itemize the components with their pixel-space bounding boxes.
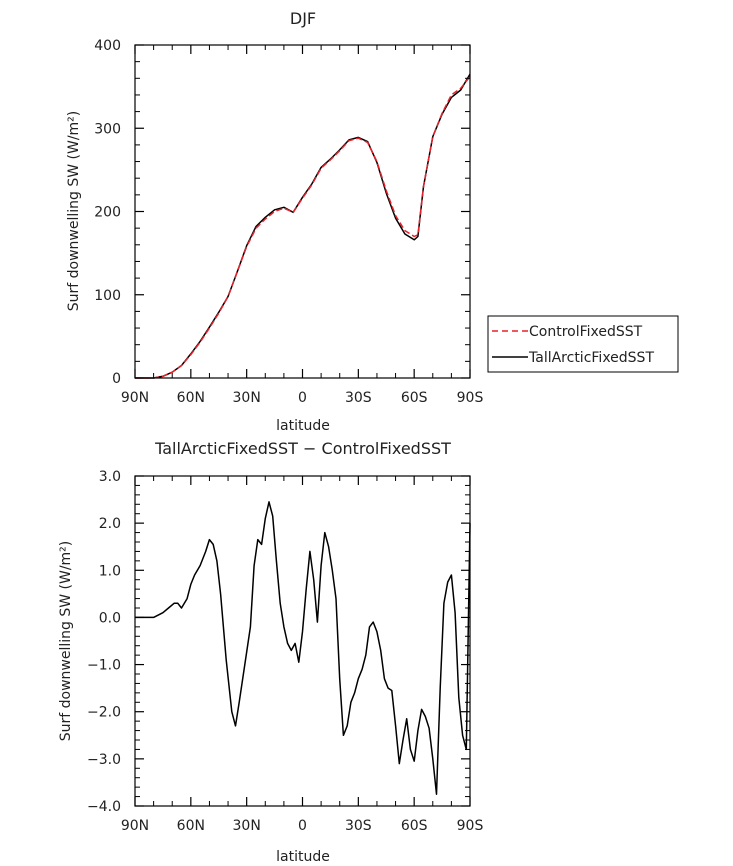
x-tick-label: 60N <box>177 818 205 834</box>
x-tick-label: 60S <box>401 390 428 406</box>
x-tick-label: 60N <box>177 390 205 406</box>
ticks: 90N 60N 30N 0 30S 60S 90S 0 100 200 300 400 <box>94 38 483 406</box>
legend-label-tallarctic: TallArcticFixedSST <box>528 350 654 366</box>
y-tick-label: 100 <box>94 288 121 304</box>
y-tick-label: 400 <box>94 38 121 54</box>
x-tick-label: 30N <box>233 390 261 406</box>
chart-title: DJF <box>290 9 316 28</box>
legend-box <box>487 315 679 373</box>
series-line-tallarcticfixedsst <box>135 73 471 379</box>
series-line-tallarcticfixedsst-controlfixedsst <box>135 501 471 795</box>
y-axis-label: Surf downwelling SW (W/m²) <box>66 111 82 312</box>
x-tick-label: 90S <box>457 390 484 406</box>
x-tick-label: 30S <box>345 390 372 406</box>
chart-difference: TallArcticFixedSST − ControlFixedSST 90N… <box>58 439 483 865</box>
x-tick-label: 90N <box>121 390 149 406</box>
x-tick-label: 90S <box>457 818 484 834</box>
y-tick-label: 300 <box>94 121 121 137</box>
y-tick-label: 1.0 <box>99 563 121 579</box>
x-tick-label: 0 <box>298 818 307 834</box>
series-group <box>135 73 471 379</box>
plot-frame <box>134 475 471 807</box>
chart-djf: DJF 90N 60N 30N 0 30S 60S 90S 0 100 200 300 400 lat… <box>66 9 679 434</box>
y-tick-label: 2.0 <box>99 516 121 532</box>
series-line-controlfixedsst <box>135 76 471 379</box>
y-tick-label: 0.0 <box>99 610 121 626</box>
y-tick-label: 200 <box>94 205 121 221</box>
x-tick-label: 30S <box>345 818 372 834</box>
legend: ControlFixedSST TallArcticFixedSST <box>487 315 679 373</box>
x-tick-label: 30N <box>233 818 261 834</box>
chart-title: TallArcticFixedSST − ControlFixedSST <box>154 439 451 458</box>
x-axis-label: latitude <box>276 418 330 434</box>
legend-label-control: ControlFixedSST <box>529 324 643 340</box>
x-tick-label: 60S <box>401 818 428 834</box>
ticks: 90N 60N 30N 0 30S 60S 90S −4.0 −3.0 −2.0 −1.0 0.0 1.… <box>87 469 483 834</box>
y-axis-label: Surf downwelling SW (W/m²) <box>58 541 74 742</box>
y-tick-label: −4.0 <box>87 799 121 815</box>
x-tick-label: 0 <box>298 390 307 406</box>
y-tick-label: 0 <box>112 371 121 387</box>
y-tick-label: −3.0 <box>87 752 121 768</box>
x-tick-label: 90N <box>121 818 149 834</box>
series-group <box>135 501 471 795</box>
y-tick-label: 3.0 <box>99 469 121 485</box>
y-tick-label: −2.0 <box>87 705 121 721</box>
x-axis-label: latitude <box>276 849 330 865</box>
plot-frame <box>134 44 471 379</box>
y-tick-label: −1.0 <box>87 658 121 674</box>
